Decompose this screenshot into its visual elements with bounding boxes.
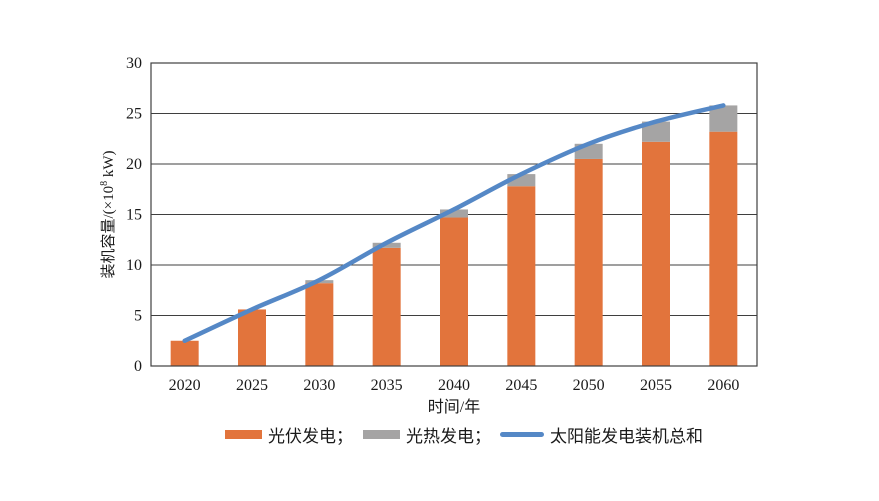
y-tick-label-20: 20 — [126, 156, 142, 173]
chart-legend: 光伏发电； 光热发电； 太阳能发电装机总和 — [0, 424, 879, 448]
bar-pv-2030 — [305, 283, 334, 366]
csp-legend-label: 光热发电； — [406, 427, 491, 446]
bar-pv-2020 — [170, 340, 199, 366]
y-tick-label-15: 15 — [126, 207, 142, 224]
bar-csp-2040 — [440, 209, 468, 218]
pv-legend-label: 光伏发电； — [268, 427, 353, 446]
x-tick-label-2035: 2035 — [371, 377, 403, 394]
x-tick-label-2055: 2055 — [640, 377, 672, 394]
legend-item-total: 太阳能发电装机总和 — [500, 424, 703, 446]
x-tick-label-2050: 2050 — [573, 377, 605, 394]
pv-legend-swatch — [225, 430, 262, 439]
bar-pv-2055 — [642, 141, 670, 366]
y-tick-label-5: 5 — [134, 308, 142, 325]
bar-pv-2035 — [372, 247, 401, 366]
x-tick-label-2030: 2030 — [303, 377, 335, 394]
bar-pv-2060 — [709, 131, 738, 366]
total-line-legend-swatch — [500, 432, 544, 437]
total-legend-label: 太阳能发电装机总和 — [550, 427, 703, 446]
bar-csp-2055 — [642, 121, 670, 142]
legend-item-pv: 光伏发电； — [225, 424, 353, 446]
y-axis-title: 装机容量/(×108 kW) — [99, 150, 117, 278]
x-tick-label-2060: 2060 — [707, 377, 739, 394]
total-line — [182, 103, 726, 344]
x-axis-title: 时间/年 — [428, 398, 480, 416]
x-tick-label-2045: 2045 — [505, 377, 537, 394]
y-tick-label-30: 30 — [126, 55, 142, 72]
y-tick-label-25: 25 — [126, 106, 142, 123]
y-tick-label-10: 10 — [126, 257, 142, 274]
bar-pv-2050 — [574, 158, 603, 366]
x-tick-label-2020: 2020 — [169, 377, 201, 394]
y-tick-label-0: 0 — [134, 358, 142, 375]
plot-border — [150, 62, 758, 367]
csp-legend-swatch — [363, 430, 400, 439]
x-tick-label-2025: 2025 — [236, 377, 268, 394]
legend-item-csp: 光热发电； — [363, 424, 491, 446]
bar-pv-2025 — [238, 309, 266, 366]
x-tick-label-2040: 2040 — [438, 377, 470, 394]
bar-pv-2040 — [440, 217, 468, 366]
bar-pv-2045 — [507, 186, 536, 366]
